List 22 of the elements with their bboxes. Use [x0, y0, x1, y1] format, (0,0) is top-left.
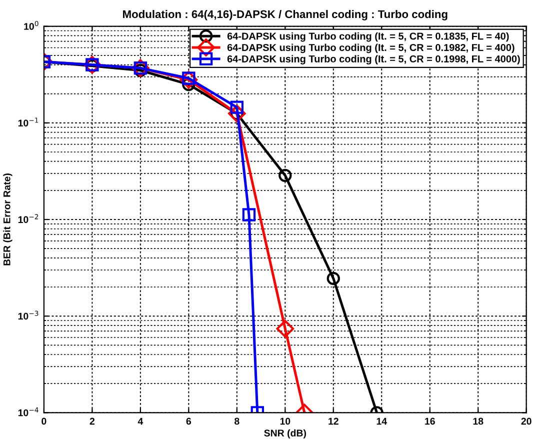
y-axis-title: BER (Bit Error Rate) — [3, 174, 12, 266]
x-tick-label: 8 — [234, 418, 240, 425]
x-tick-label: 18 — [473, 418, 484, 425]
x-tick-label: 4 — [138, 418, 144, 425]
x-tick-label: 16 — [425, 418, 435, 425]
y-tick-label: 10$^{−1}$ — [18, 118, 38, 126]
y-tick-label: 10$^{−2}$ — [18, 214, 38, 224]
y-tick-label: 10$^{−4}$ — [18, 407, 38, 416]
x-tick-label: 14 — [376, 418, 387, 425]
legend-label: 64-DAPSK using Turbo coding (It. = 5, CR = 0.1982, FL = 400) — [227, 44, 514, 54]
x-tick-label: 2 — [90, 418, 95, 425]
x-axis-title: SNR (dB) — [264, 429, 306, 438]
legend-label: 64-DAPSK using Turbo coding (It. = 5, CR = 0.1835, FL = 40) — [227, 32, 509, 42]
x-tick-label: 12 — [328, 418, 338, 425]
legend-label: 64-DAPSK using Turbo coding (It. = 5, CR = 0.1998, FL = 4000) — [227, 55, 520, 64]
x-tick-label: 10 — [280, 418, 290, 425]
x-tick-label: 0 — [42, 418, 46, 425]
x-tick-label: 20 — [521, 418, 532, 425]
x-tick-label: 6 — [186, 418, 192, 425]
y-tick-label: 10$^{0}$ — [24, 21, 38, 30]
chart-title: Modulation : 64(4,16)-DAPSK / Channel coding : Turbo coding — [123, 10, 448, 20]
y-tick-label: 10$^{−3}$ — [18, 310, 38, 320]
